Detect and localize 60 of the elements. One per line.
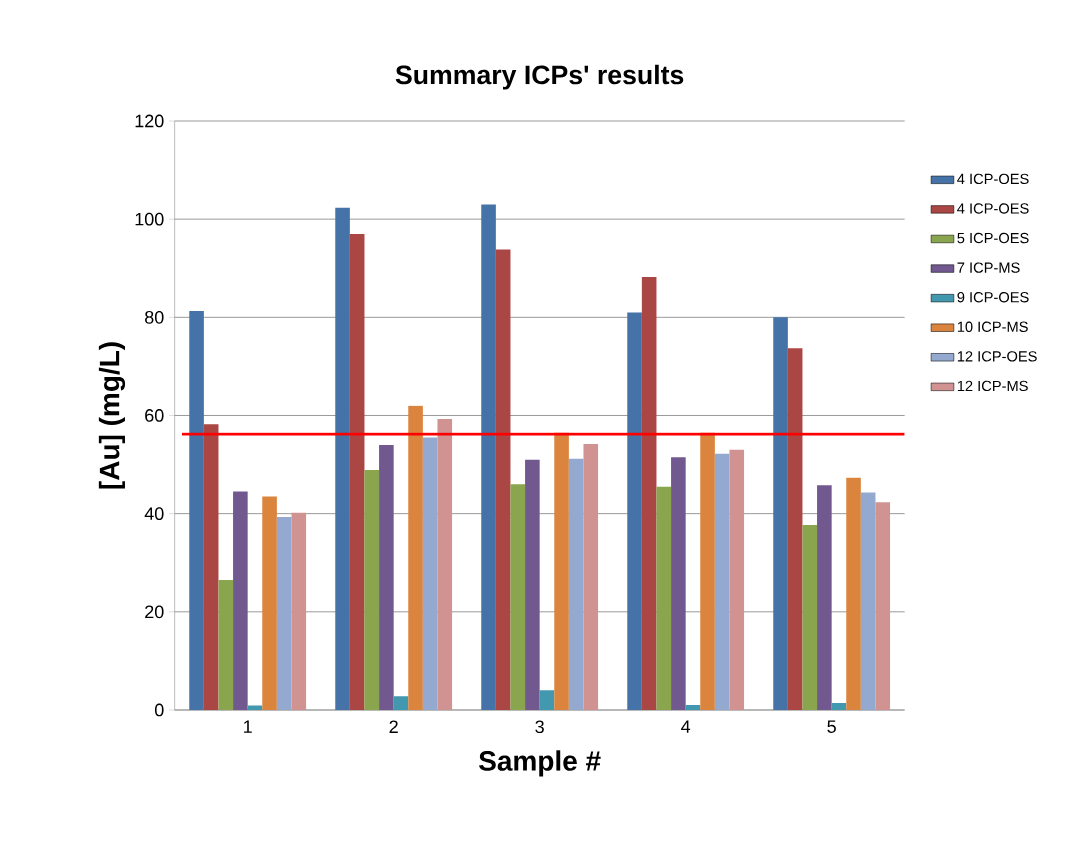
y-axis-title: [Au] (mg/L) [98,342,126,489]
y-tick-label: 120 [135,114,164,128]
bar [802,524,818,710]
x-tick-label: 2 [389,720,398,733]
bar [364,469,380,710]
bar [860,492,876,710]
y-tick-label: 100 [135,212,164,226]
bar [846,477,861,710]
bar [233,491,248,710]
legend-label: 9 ICP-OES [957,292,1029,303]
bar [218,579,234,710]
bar [729,449,745,710]
bar [641,277,657,710]
bar [189,310,204,710]
bar [203,424,219,710]
bar [568,458,584,710]
bar [875,502,891,710]
bar [671,457,686,710]
chart-title: Summary ICPs' results [395,64,684,90]
bar [291,512,307,710]
legend-label: 4 ICP-OES [957,173,1029,185]
legend-label: 12 ICP-MS [957,380,1028,392]
x-tick-label: 1 [244,720,252,733]
bar [349,233,365,710]
bar [510,484,526,710]
x-axis-title: Sample # [479,750,601,777]
legend-label: 12 ICP-OES [957,351,1037,362]
bar [685,705,701,710]
bar [481,204,496,710]
y-tick-label: 40 [144,507,164,521]
legend-label: 7 ICP-MS [957,262,1020,273]
bar [583,443,599,710]
y-tick-label: 60 [145,409,164,422]
y-tick-label: 20 [145,605,164,619]
bar [422,437,438,710]
bar [437,418,453,710]
bar [379,444,394,710]
legend-label: 5 ICP-OES [957,232,1029,244]
bar [539,690,555,710]
bar [408,405,423,710]
x-tick-label: 5 [827,720,836,733]
bar [627,312,642,710]
bar [262,496,277,710]
legend-label: 10 ICP-MS [957,321,1028,332]
bar [335,207,350,710]
x-tick-label: 4 [681,720,691,733]
bar [656,486,672,710]
y-tick-label: 80 [145,310,164,324]
legend-label: 4 ICP-OES [957,203,1029,214]
bar [393,696,409,710]
bar [495,249,511,710]
bar [787,348,803,710]
bar [525,459,540,710]
y-tick-label: 0 [154,703,164,717]
bar [817,485,832,710]
bar [773,317,788,710]
bar [276,517,292,710]
bar [831,703,847,710]
bar [714,453,730,710]
x-tick-label: 3 [535,720,544,734]
